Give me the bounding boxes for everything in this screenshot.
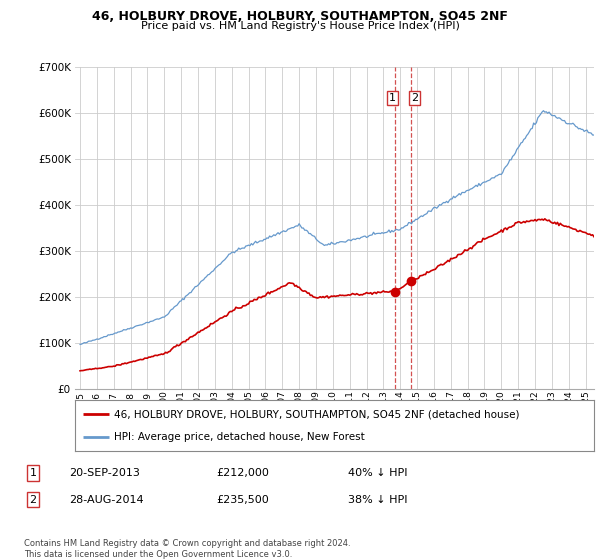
Text: 38% ↓ HPI: 38% ↓ HPI — [348, 494, 407, 505]
Text: Contains HM Land Registry data © Crown copyright and database right 2024.
This d: Contains HM Land Registry data © Crown c… — [24, 539, 350, 559]
Text: £235,500: £235,500 — [216, 494, 269, 505]
Text: 46, HOLBURY DROVE, HOLBURY, SOUTHAMPTON, SO45 2NF: 46, HOLBURY DROVE, HOLBURY, SOUTHAMPTON,… — [92, 10, 508, 23]
Text: 2: 2 — [411, 93, 418, 103]
Text: 20-SEP-2013: 20-SEP-2013 — [69, 468, 140, 478]
Text: 1: 1 — [29, 468, 37, 478]
Text: £212,000: £212,000 — [216, 468, 269, 478]
Text: 28-AUG-2014: 28-AUG-2014 — [69, 494, 143, 505]
Text: HPI: Average price, detached house, New Forest: HPI: Average price, detached house, New … — [114, 432, 365, 442]
Text: Price paid vs. HM Land Registry's House Price Index (HPI): Price paid vs. HM Land Registry's House … — [140, 21, 460, 31]
Text: 46, HOLBURY DROVE, HOLBURY, SOUTHAMPTON, SO45 2NF (detached house): 46, HOLBURY DROVE, HOLBURY, SOUTHAMPTON,… — [114, 409, 520, 419]
Text: 40% ↓ HPI: 40% ↓ HPI — [348, 468, 407, 478]
Text: 2: 2 — [29, 494, 37, 505]
Text: 1: 1 — [389, 93, 396, 103]
